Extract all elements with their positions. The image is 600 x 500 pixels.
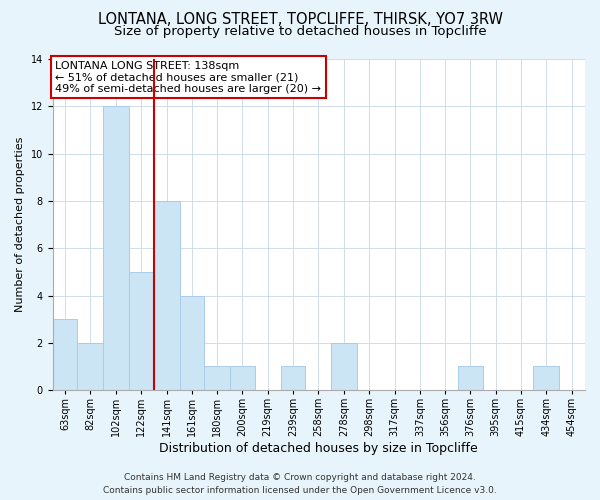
- Bar: [154, 201, 179, 390]
- Text: LONTANA LONG STREET: 138sqm
← 51% of detached houses are smaller (21)
49% of sem: LONTANA LONG STREET: 138sqm ← 51% of det…: [55, 60, 322, 94]
- Bar: [103, 106, 129, 390]
- Bar: [533, 366, 559, 390]
- Bar: [331, 343, 357, 390]
- Y-axis label: Number of detached properties: Number of detached properties: [15, 137, 25, 312]
- Bar: [129, 272, 154, 390]
- Bar: [458, 366, 482, 390]
- Bar: [179, 296, 204, 390]
- Bar: [204, 366, 230, 390]
- Bar: [53, 319, 77, 390]
- Bar: [281, 366, 305, 390]
- Text: Contains HM Land Registry data © Crown copyright and database right 2024.
Contai: Contains HM Land Registry data © Crown c…: [103, 473, 497, 495]
- Bar: [77, 343, 103, 390]
- Text: LONTANA, LONG STREET, TOPCLIFFE, THIRSK, YO7 3RW: LONTANA, LONG STREET, TOPCLIFFE, THIRSK,…: [97, 12, 503, 28]
- X-axis label: Distribution of detached houses by size in Topcliffe: Distribution of detached houses by size …: [160, 442, 478, 455]
- Bar: [230, 366, 255, 390]
- Text: Size of property relative to detached houses in Topcliffe: Size of property relative to detached ho…: [113, 25, 487, 38]
